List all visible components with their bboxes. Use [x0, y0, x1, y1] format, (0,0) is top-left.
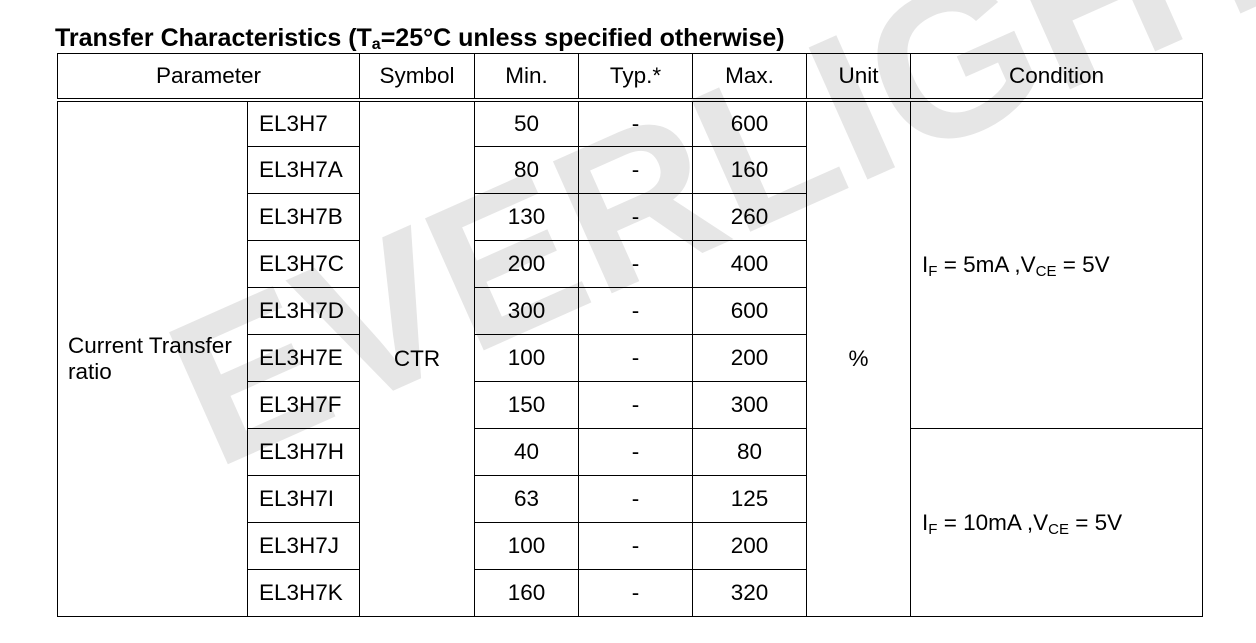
header-condition: Condition: [910, 53, 1204, 102]
table-row: EL3H7C 200 - 400: [58, 240, 1203, 288]
title-subscript: a: [371, 36, 381, 53]
part-number: EL3H7D: [246, 287, 361, 335]
max-value: 200: [692, 334, 808, 382]
condition-voltage-value: = 5V: [1068, 509, 1123, 535]
header-unit: Unit: [806, 53, 912, 102]
min-value: 80: [474, 146, 580, 194]
typ-value: -: [578, 475, 694, 523]
min-value: 300: [474, 287, 580, 335]
max-value: 200: [692, 522, 808, 570]
title-prefix: Transfer Characteristics (T: [55, 24, 372, 52]
section-title: Transfer Characteristics (Ta=25°C unless…: [55, 24, 785, 53]
min-value: 130: [474, 193, 580, 241]
part-number: EL3H7K: [246, 569, 361, 617]
min-value: 160: [474, 569, 580, 617]
header-row: Parameter Symbol Min. Typ.* Max. Unit Co…: [56, 53, 1204, 102]
typ-value: -: [578, 99, 694, 147]
condition-cell-2: IF = 10mA ,VCE = 5V: [910, 428, 1204, 617]
table-row: EL3H7E 100 - 200: [58, 334, 1203, 382]
transfer-characteristics-table: Parameter Symbol Min. Typ.* Max. Unit Co…: [56, 53, 1204, 617]
condition-current-subscript: F: [928, 520, 938, 538]
typ-value: -: [578, 334, 694, 382]
condition-current-symbol: I: [922, 509, 929, 535]
condition-current-value: = 5mA ,V: [937, 251, 1036, 277]
table-row: EL3H7K 160 - 320: [58, 569, 1203, 617]
typ-value: -: [578, 381, 694, 429]
min-value: 200: [474, 240, 580, 288]
max-value: 260: [692, 193, 808, 241]
condition-voltage-value: = 5V: [1056, 251, 1110, 277]
max-value: 125: [692, 475, 808, 523]
max-value: 400: [692, 240, 808, 288]
typ-value: -: [578, 193, 694, 241]
typ-value: -: [578, 146, 694, 194]
min-value: 50: [474, 99, 580, 147]
unit-value: %: [806, 99, 912, 617]
typ-value: -: [578, 569, 694, 617]
typ-value: -: [578, 428, 694, 476]
min-value: 100: [474, 334, 580, 382]
min-value: 150: [474, 381, 580, 429]
table-row: EL3H7H 40 - 80 IF = 10mA ,VCE = 5V: [58, 428, 1204, 617]
table-row: EL3H7J 100 - 200: [58, 522, 1203, 570]
max-value: 300: [692, 381, 808, 429]
table-row: EL3H7A 80 - 160: [58, 146, 1203, 194]
part-number: EL3H7A: [246, 146, 361, 194]
part-number: EL3H7J: [246, 522, 361, 570]
part-number: EL3H7B: [246, 193, 361, 241]
header-typ: Typ.*: [578, 53, 694, 102]
part-number: EL3H7C: [246, 240, 361, 288]
header-parameter: Parameter: [56, 53, 361, 102]
part-number: EL3H7H: [246, 428, 361, 476]
min-value: 63: [474, 475, 580, 523]
condition-voltage-subscript: CE: [1035, 262, 1057, 280]
header-max: Max.: [692, 53, 808, 102]
symbol-value: CTR: [359, 99, 476, 617]
condition-current-symbol: I: [922, 251, 929, 277]
table-row: Current Transfer ratio EL3H7 CTR 50 - 60…: [57, 99, 1204, 617]
part-number: EL3H7I: [246, 475, 361, 523]
min-value: 100: [474, 522, 580, 570]
condition-voltage-subscript: CE: [1048, 520, 1069, 538]
header-min: Min.: [474, 53, 580, 102]
table-row: EL3H7I 63 - 125: [58, 475, 1203, 523]
table-row: EL3H7D 300 - 600: [58, 287, 1203, 335]
min-value: 40: [474, 428, 580, 476]
part-number: EL3H7: [246, 99, 361, 147]
condition-cell-1: IF = 5mA ,VCE = 5V: [910, 99, 1204, 429]
max-value: 600: [692, 99, 808, 147]
part-number: EL3H7F: [246, 381, 361, 429]
max-value: 80: [692, 428, 808, 476]
parameter-name: Current Transfer ratio: [57, 99, 248, 617]
condition-current-value: = 10mA ,V: [937, 509, 1049, 535]
header-symbol: Symbol: [359, 53, 476, 102]
part-number: EL3H7E: [246, 334, 361, 382]
max-value: 320: [692, 569, 808, 617]
typ-value: -: [578, 287, 694, 335]
condition-current-subscript: F: [928, 262, 938, 280]
max-value: 600: [692, 287, 808, 335]
title-suffix: =25°C unless specified otherwise): [380, 24, 785, 52]
typ-value: -: [578, 240, 694, 288]
typ-value: -: [578, 522, 694, 570]
max-value: 160: [692, 146, 808, 194]
